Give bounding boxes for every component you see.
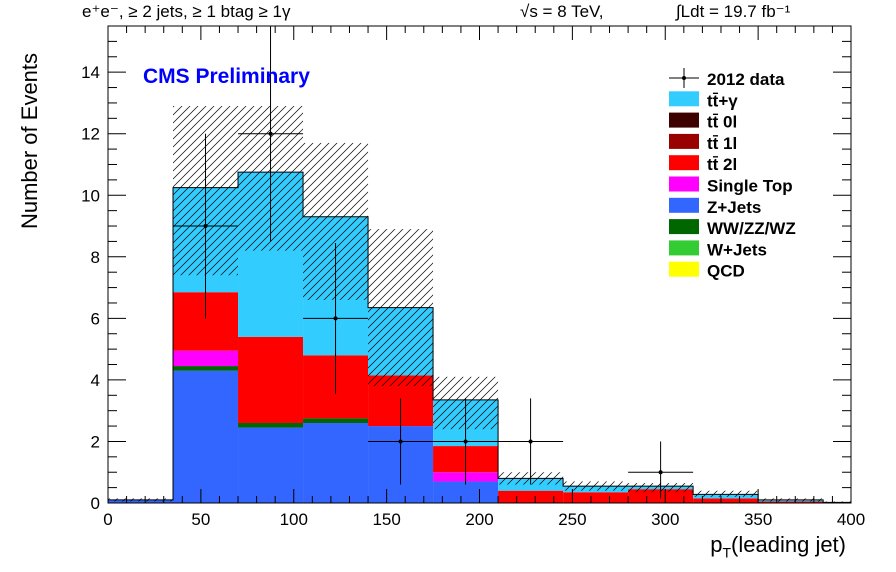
legend-label: Single Top xyxy=(707,177,793,196)
x-tick-label: 250 xyxy=(558,510,586,529)
legend-entry-8: W+Jets xyxy=(669,240,767,259)
x-tick-label: 300 xyxy=(651,510,679,529)
cms-preliminary-label: CMS Preliminary xyxy=(143,65,310,88)
x-tick-label: 0 xyxy=(103,510,112,529)
legend-swatch-singletop xyxy=(669,176,699,192)
x-tick-label: 100 xyxy=(280,510,308,529)
data-point-0 xyxy=(173,133,239,319)
y-tick-label: 8 xyxy=(91,248,100,267)
legend-label: 2012 data xyxy=(707,70,785,89)
legend-swatch-tt0l xyxy=(669,112,699,128)
x-tick-label: 350 xyxy=(744,510,772,529)
legend-swatch-diboson xyxy=(669,219,699,235)
legend-entry-0: 2012 data xyxy=(669,68,785,89)
bar-zjets-bin-5 xyxy=(433,481,499,503)
bar-diboson-bin-3 xyxy=(303,418,369,423)
luminosity-label: ∫Ldt = 19.7 fb⁻¹ xyxy=(676,2,791,21)
bar-tt2l-bin-6 xyxy=(498,490,564,503)
legend-entry-6: Z+Jets xyxy=(669,197,761,217)
y-tick-label: 4 xyxy=(91,371,100,390)
bar-diboson-bin-1 xyxy=(173,366,239,371)
bar-zjets-bin-3 xyxy=(303,422,369,503)
x-tick-label: 400 xyxy=(837,510,865,529)
uncertainty-band-bin-9 xyxy=(693,490,759,497)
x-tick-label: 150 xyxy=(372,510,400,529)
legend-entry-4: tt̄ 2l xyxy=(669,155,737,174)
legend-swatch-tt2l xyxy=(669,155,699,171)
bar-zjets-bin-2 xyxy=(238,427,304,503)
bar-tt2l-bin-9 xyxy=(693,498,759,503)
legend-entry-1: tt̄+γ xyxy=(669,91,738,110)
uncertainty-band-bin-10 xyxy=(758,498,824,502)
uncertainty-band-bin-0 xyxy=(108,498,174,502)
x-tick-label: 200 xyxy=(465,510,493,529)
data-point-1 xyxy=(238,26,304,242)
data-point-4 xyxy=(433,398,499,485)
legend-label: WW/ZZ/WZ xyxy=(707,219,796,238)
y-tick-label: 0 xyxy=(91,494,100,513)
bar-diboson-bin-2 xyxy=(238,422,304,428)
y-tick-label: 2 xyxy=(91,432,100,451)
y-tick-label: 6 xyxy=(91,309,100,328)
energy-label: √s = 8 TeV, xyxy=(520,2,604,21)
legend-entry-5: Single Top xyxy=(669,176,793,196)
legend-label: tt̄ 2l xyxy=(707,155,737,174)
legend-swatch-wjets xyxy=(669,240,699,256)
selection-label: e⁺e⁻, ≥ 2 jets, ≥ 1 btag ≥ 1γ xyxy=(82,2,291,21)
uncertainty-band-bin-7 xyxy=(563,481,629,491)
legend-swatch-zjets xyxy=(669,197,699,213)
legend-entry-3: tt̄ 1l xyxy=(669,133,737,153)
data-point-6 xyxy=(628,441,694,499)
legend-entry-7: WW/ZZ/WZ xyxy=(669,219,796,238)
x-axis-label: pT(leading jet) xyxy=(710,532,846,561)
data-point-2 xyxy=(303,242,369,394)
bar-zjets-bin-1 xyxy=(173,370,239,503)
x-tick-label: 50 xyxy=(191,510,210,529)
uncertainty-band-bin-4 xyxy=(368,229,434,387)
legend-swatch-qcd xyxy=(669,261,699,277)
data-point-5 xyxy=(498,398,564,485)
legend-label: W+Jets xyxy=(707,240,767,259)
legend-label: Z+Jets xyxy=(707,198,761,217)
bar-tt2l-bin-7 xyxy=(563,492,629,503)
legend-swatch-ttgamma xyxy=(669,91,699,107)
legend-entry-9: QCD xyxy=(669,261,745,281)
legend-label: tt̄+γ xyxy=(707,91,738,110)
bar-tt2l-bin-10 xyxy=(758,501,824,503)
y-tick-label: 14 xyxy=(81,63,100,82)
data-point-3 xyxy=(368,398,434,485)
legend-entry-2: tt̄ 0l xyxy=(669,112,737,132)
y-tick-label: 10 xyxy=(81,186,100,205)
legend-label: tt̄ 1l xyxy=(707,134,737,153)
bar-singletop-bin-1 xyxy=(173,350,239,367)
bar-tt2l-bin-2 xyxy=(238,336,304,423)
legend-label: tt̄ 0l xyxy=(707,113,737,132)
uncertainty-band-bin-11 xyxy=(823,501,851,503)
legend-swatch-tt1l xyxy=(669,133,699,149)
y-tick-label: 12 xyxy=(81,125,100,144)
legend-label: QCD xyxy=(707,262,745,281)
